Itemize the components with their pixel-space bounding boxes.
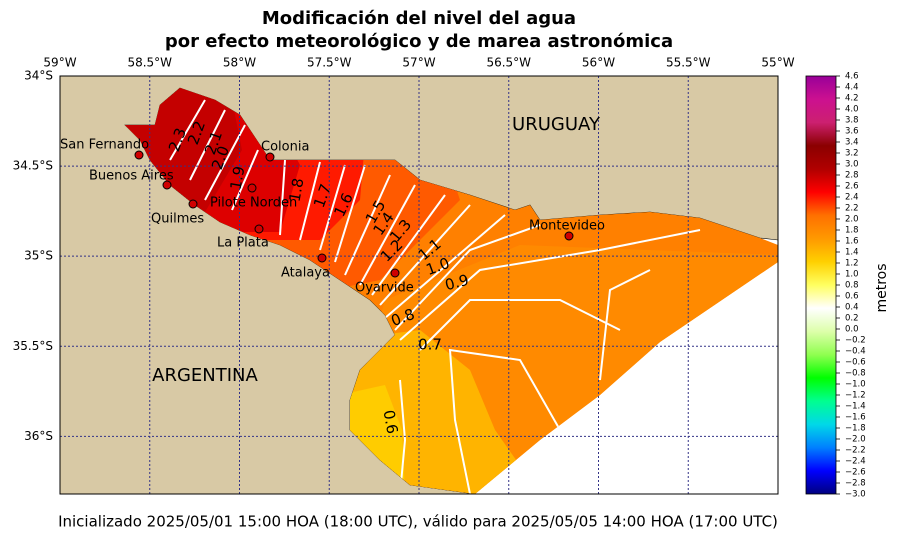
footer: Inicializado 2025/05/01 15:00 HOA (18:00… (58, 513, 778, 531)
x-tick-label: 56.5°W (486, 56, 531, 70)
contour-label: 0.9 (443, 271, 471, 295)
x-tick-label: 58°W (223, 56, 256, 70)
colorbar-tick-label: 1.0 (845, 270, 859, 280)
y-tick-label: 35°S (24, 249, 53, 263)
place-label: Oyarvide (355, 281, 414, 296)
place-marker (162, 180, 172, 190)
colorbar-tick-label: 0.4 (845, 303, 859, 313)
colorbar-tick-label: −0.6 (845, 358, 866, 368)
colorbar-tick-label: −0.4 (845, 347, 866, 357)
colorbar-tick-label: 4.0 (845, 105, 859, 115)
y-tick-label: 34°S (24, 69, 53, 83)
x-tick-label: 57°W (402, 56, 435, 70)
colorbar-tick-label: −0.2 (845, 336, 866, 346)
contour-label: 0.6 (380, 409, 402, 436)
colorbar-tick-label: 1.6 (845, 237, 859, 247)
y-tick-label: 35.5°S (13, 339, 53, 353)
colorbar-tick-label: −2.0 (845, 435, 866, 445)
colorbar-tick-label: −1.6 (845, 413, 866, 423)
colorbar-tick-label: 2.4 (845, 193, 859, 203)
colorbar-tick-label: −2.6 (845, 468, 866, 478)
colorbar-tick-label: 4.6 (845, 72, 859, 82)
colorbar-tick-label: 3.2 (845, 149, 859, 159)
colorbar-tick-label: −2.8 (845, 479, 866, 489)
colorbar-tick-label: 4.2 (845, 94, 859, 104)
contour-label: 1.8 (286, 177, 308, 204)
place-label: Pilote Norden (210, 196, 297, 211)
colorbar-tick-label: −1.2 (845, 391, 866, 401)
colorbar-tick-label: −3.0 (845, 490, 866, 500)
colorbar-tick-label: 3.6 (845, 127, 859, 137)
x-tick-label: 59°W (43, 56, 76, 70)
place-marker (134, 150, 144, 160)
place-marker (564, 231, 574, 241)
colorbar-tick-label: 2.8 (845, 171, 859, 181)
colorbar-tick-label: 2.2 (845, 204, 859, 214)
title: Modificación del nivel del agua (262, 8, 576, 29)
colorbar-tick-label: −1.4 (845, 402, 866, 412)
colorbar-tick-label: 3.8 (845, 116, 859, 126)
x-tick-label: 55°W (761, 56, 794, 70)
place-label: Buenos Aires (89, 169, 174, 184)
colorbar-tick-label: −2.2 (845, 446, 866, 456)
title: por efecto meteorológico y de marea astr… (165, 31, 673, 52)
place-marker (317, 253, 327, 263)
colorbar-tick-label: 0.8 (845, 281, 859, 291)
x-tick-label: 56°W (582, 56, 615, 70)
contour-line (169, 99, 701, 494)
colorbar-tick-label: −1.8 (845, 424, 866, 434)
x-tick-label: 57.5°W (307, 56, 352, 70)
place-marker (265, 152, 275, 162)
colorbar-tick-label: −1.0 (845, 380, 866, 390)
place-label: Montevideo (529, 219, 605, 234)
y-tick-label: 36°S (24, 429, 53, 443)
colorbar (805, 75, 837, 495)
colorbar-tick-label: 1.4 (845, 248, 859, 258)
place-marker (254, 224, 264, 234)
place-marker (188, 199, 198, 209)
place-marker (390, 268, 400, 278)
place-label: Quilmes (151, 212, 204, 227)
contour-label: 1.9 (227, 165, 249, 192)
map (60, 76, 778, 494)
y-tick-label: 34.5°S (13, 159, 53, 173)
map-frame (59, 75, 779, 495)
place-label: San Fernando (60, 138, 149, 153)
colorbar-tick-label: 0.6 (845, 292, 859, 302)
colorbar-tick-label: 0.2 (845, 314, 859, 324)
colorbar-tick-label: 0.0 (845, 325, 859, 335)
colorbar-tick-label: −0.8 (845, 369, 866, 379)
x-tick-label: 58.5°W (127, 56, 172, 70)
country-label: URUGUAY (512, 114, 601, 135)
contour-label: 0.7 (418, 336, 442, 354)
colorbar-tick-label: 2.6 (845, 182, 859, 192)
place-label: Atalaya (281, 266, 330, 281)
colorbar-tick-label: −2.4 (845, 457, 866, 467)
colorbar-tick-label: 3.0 (845, 160, 859, 170)
colorbar-tick-label: 1.8 (845, 226, 859, 236)
place-marker (247, 183, 257, 193)
country-label: ARGENTINA (152, 365, 258, 386)
x-tick-label: 55.5°W (666, 56, 711, 70)
place-label: La Plata (217, 236, 269, 251)
colorbar-tick-label: 4.4 (845, 83, 859, 93)
colorbar-label: metros (874, 263, 890, 312)
colorbar-tick-label: 1.2 (845, 259, 859, 269)
place-label: Colonia (261, 140, 309, 155)
colorbar-tick-label: 3.4 (845, 138, 859, 148)
colorbar-tick-label: 2.0 (845, 215, 859, 225)
